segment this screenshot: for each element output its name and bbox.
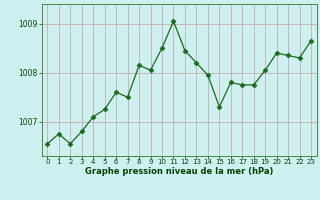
X-axis label: Graphe pression niveau de la mer (hPa): Graphe pression niveau de la mer (hPa)	[85, 167, 273, 176]
